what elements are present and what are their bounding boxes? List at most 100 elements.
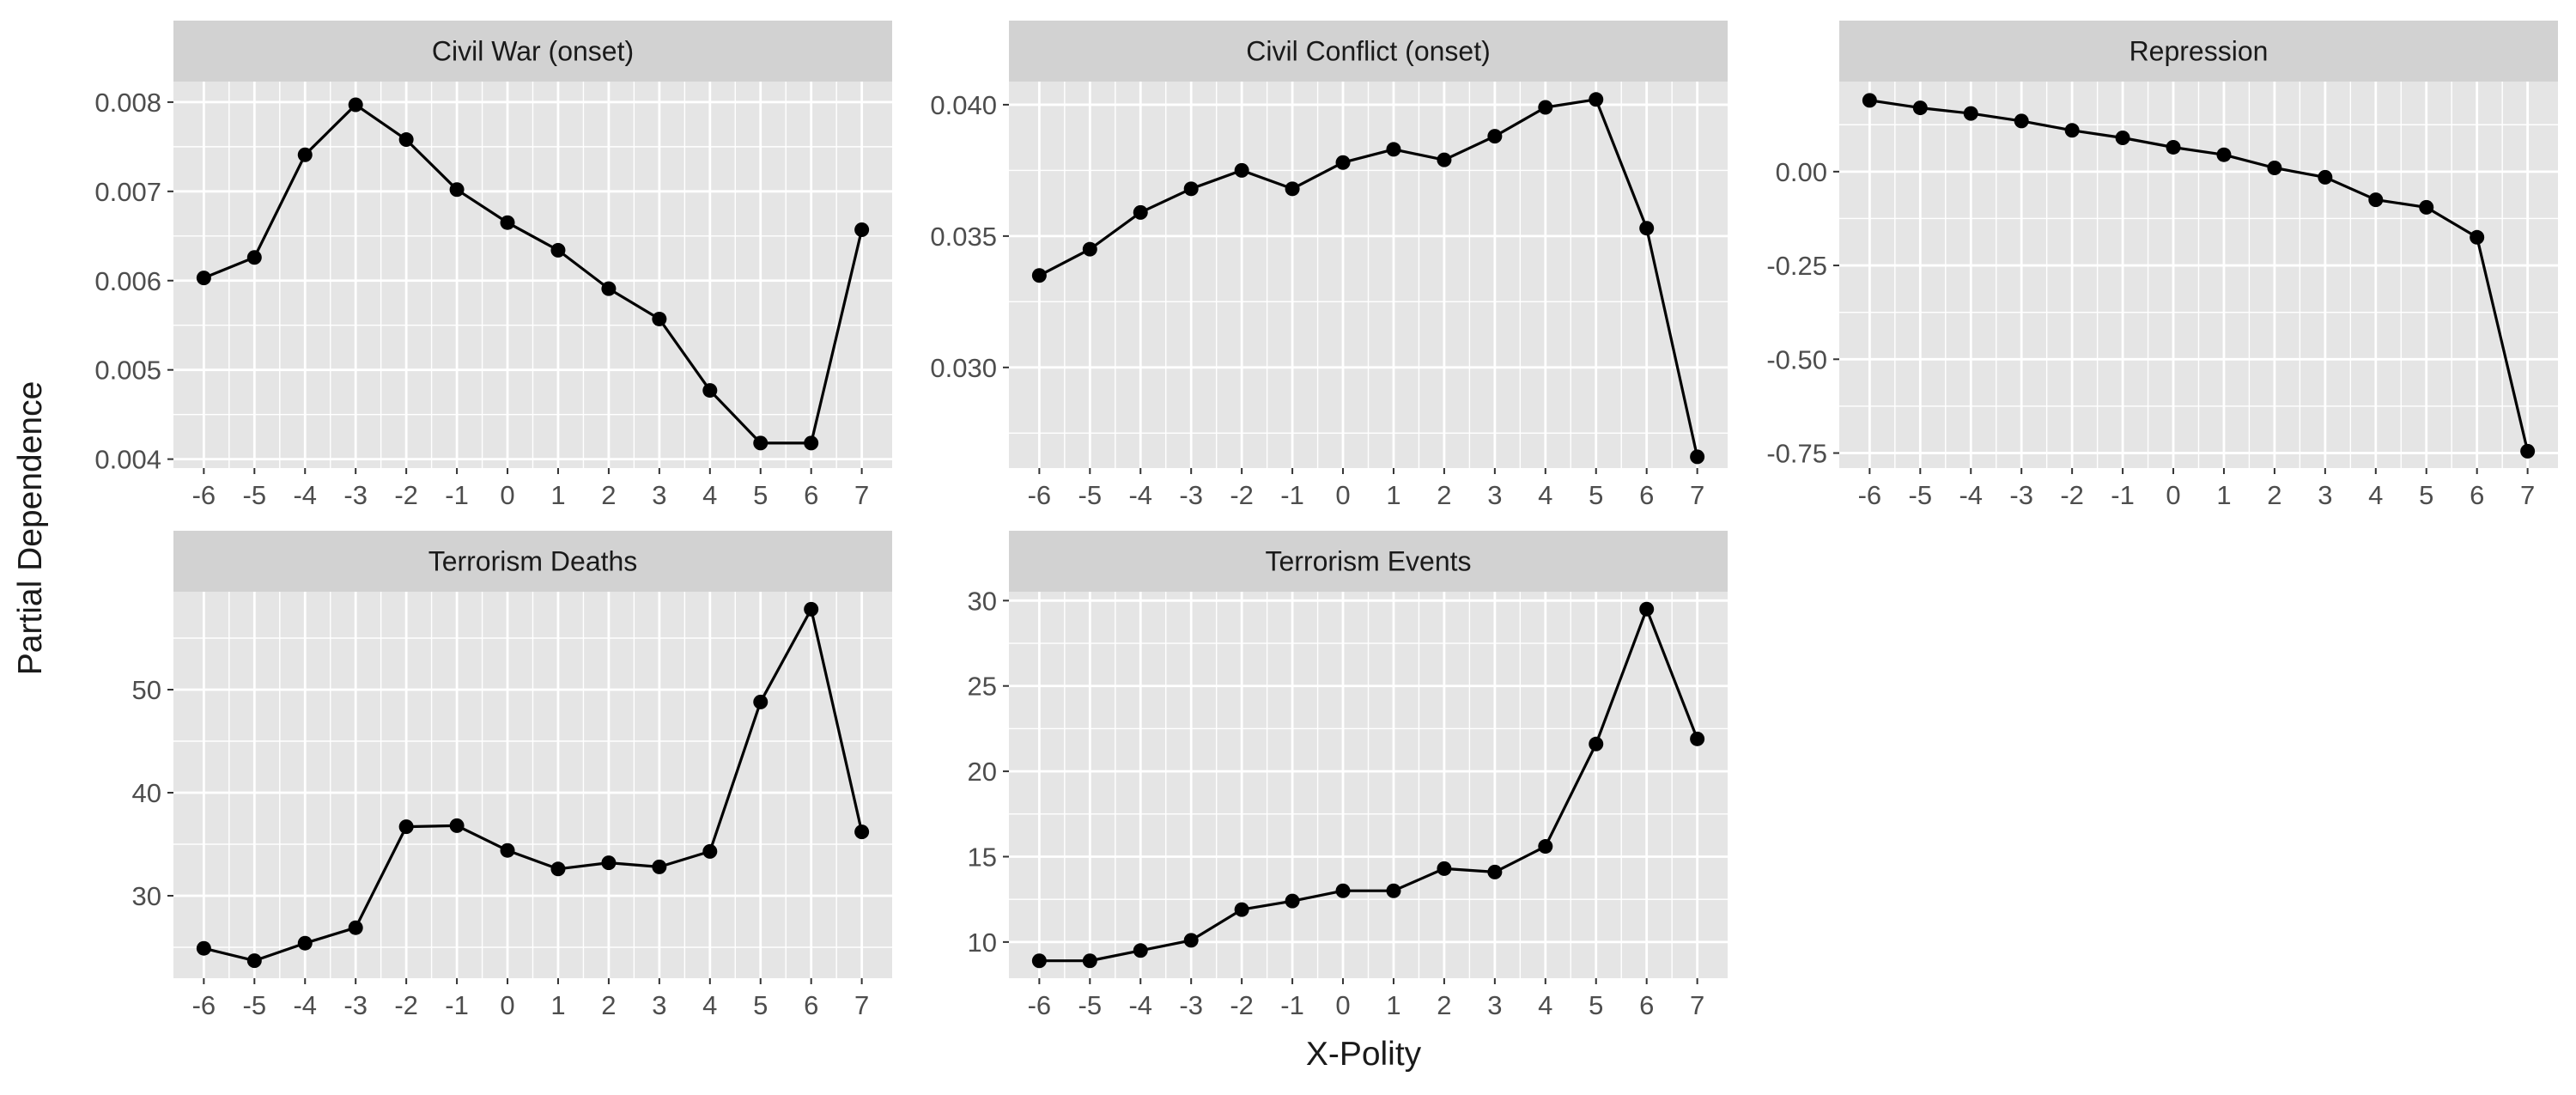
x-tick-label: -6 (192, 990, 216, 1020)
x-tick-label: 3 (1487, 480, 1502, 510)
data-point (1589, 92, 1604, 107)
x-tick-label: -2 (1230, 990, 1254, 1020)
series-line (1869, 99, 2530, 452)
data-point (1234, 902, 1249, 917)
facet-title: Repression (2129, 36, 2269, 67)
x-tick-label: 1 (550, 990, 565, 1020)
data-point (1538, 100, 1553, 115)
x-tick-label: 5 (753, 990, 768, 1020)
x-tick-label: 5 (2419, 480, 2433, 510)
x-tick-label: -1 (445, 990, 469, 1020)
x-tick-label: -2 (1230, 480, 1254, 510)
facet-title: Terrorism Deaths (428, 546, 638, 577)
x-tick-label: 0 (1335, 990, 1350, 1020)
y-axis-title: Partial Dependence (12, 381, 49, 676)
data-point (398, 819, 414, 835)
x-tick-label: 2 (601, 990, 616, 1020)
gridlines (1009, 82, 1728, 468)
x-tick-label: -6 (192, 480, 216, 510)
y-tick-label: 0.008 (94, 88, 161, 118)
data-point (2115, 131, 2130, 146)
data-point (348, 920, 363, 935)
y-tick-label: 20 (968, 757, 997, 787)
gridlines (173, 592, 892, 978)
data-point (1487, 864, 1503, 879)
x-tick-label: -6 (1858, 480, 1882, 510)
data-point (2216, 147, 2232, 162)
data-point (1082, 241, 1097, 257)
data-point (500, 843, 515, 858)
y-tick-label: 0.035 (930, 222, 997, 252)
data-point (702, 843, 718, 859)
data-point (1335, 155, 1351, 170)
facet-panels: Civil War (onset)0.0040.0050.0060.0070.0… (94, 21, 2558, 1020)
series-line (1039, 607, 1699, 963)
data-point (854, 824, 870, 840)
data-point (854, 222, 870, 238)
x-tick-label: 0 (500, 480, 514, 510)
data-point (804, 435, 819, 451)
x-tick-label: 2 (1437, 990, 1451, 1020)
y-tick-label: 25 (968, 672, 997, 702)
x-tick-label: 1 (1386, 480, 1400, 510)
x-tick-label: 7 (2520, 480, 2535, 510)
y-tick-label: 0.040 (930, 90, 997, 120)
data-point (753, 435, 769, 451)
data-point (1183, 933, 1199, 948)
data-point (1234, 162, 1249, 178)
data-point (246, 953, 262, 969)
x-tick-label: -3 (1179, 990, 1203, 1020)
data-point (1690, 449, 1705, 465)
y-tick-label: 0.00 (1776, 157, 1827, 187)
facet-strip (1009, 531, 1728, 592)
data-point (702, 383, 718, 398)
data-point (1031, 268, 1047, 283)
data-point (1912, 100, 1928, 116)
x-tick-label: 5 (1589, 990, 1603, 1020)
data-point (2368, 192, 2384, 208)
x-tick-label: 7 (854, 480, 869, 510)
x-tick-label: -3 (343, 480, 368, 510)
data-point (449, 818, 465, 833)
y-tick-label: 50 (132, 675, 161, 705)
data-point (1639, 221, 1655, 236)
x-tick-label: 4 (702, 990, 717, 1020)
x-tick-label: -6 (1028, 990, 1052, 1020)
x-tick-label: 6 (804, 480, 818, 510)
data-point (1031, 953, 1047, 969)
data-point (2014, 113, 2029, 129)
data-point (652, 859, 667, 874)
x-tick-label: 2 (601, 480, 616, 510)
x-tick-label: 1 (2216, 480, 2231, 510)
data-point (2166, 139, 2181, 155)
x-tick-label: -5 (243, 480, 267, 510)
y-tick-label: 0.006 (94, 266, 161, 296)
x-tick-label: -4 (1128, 990, 1152, 1020)
data-point (1285, 893, 1300, 909)
data-point (246, 250, 262, 265)
data-point (1183, 181, 1199, 197)
x-tick-label: -2 (394, 990, 418, 1020)
x-tick-label: -5 (1078, 990, 1103, 1020)
data-point (1437, 861, 1452, 876)
gridlines (1839, 82, 2558, 468)
facet-title: Civil War (onset) (432, 36, 634, 67)
x-tick-label: -3 (2009, 480, 2033, 510)
data-point (196, 271, 211, 286)
data-point (297, 147, 313, 162)
x-tick-label: 4 (1538, 990, 1552, 1020)
facet-strip (173, 531, 892, 592)
facet-panel: Civil Conflict (onset)0.0300.0350.040-6-… (930, 21, 1728, 510)
x-tick-label: 6 (1639, 480, 1654, 510)
x-tick-label: 2 (1437, 480, 1451, 510)
data-point (500, 215, 515, 230)
data-point (550, 861, 566, 877)
data-point (1386, 883, 1401, 898)
data-point (398, 132, 414, 148)
series-line (1038, 98, 1699, 458)
y-tick-label: -0.75 (1766, 439, 1827, 469)
y-tick-label: 0.005 (94, 356, 161, 386)
data-point (601, 855, 617, 871)
y-tick-label: -0.50 (1766, 344, 1827, 374)
